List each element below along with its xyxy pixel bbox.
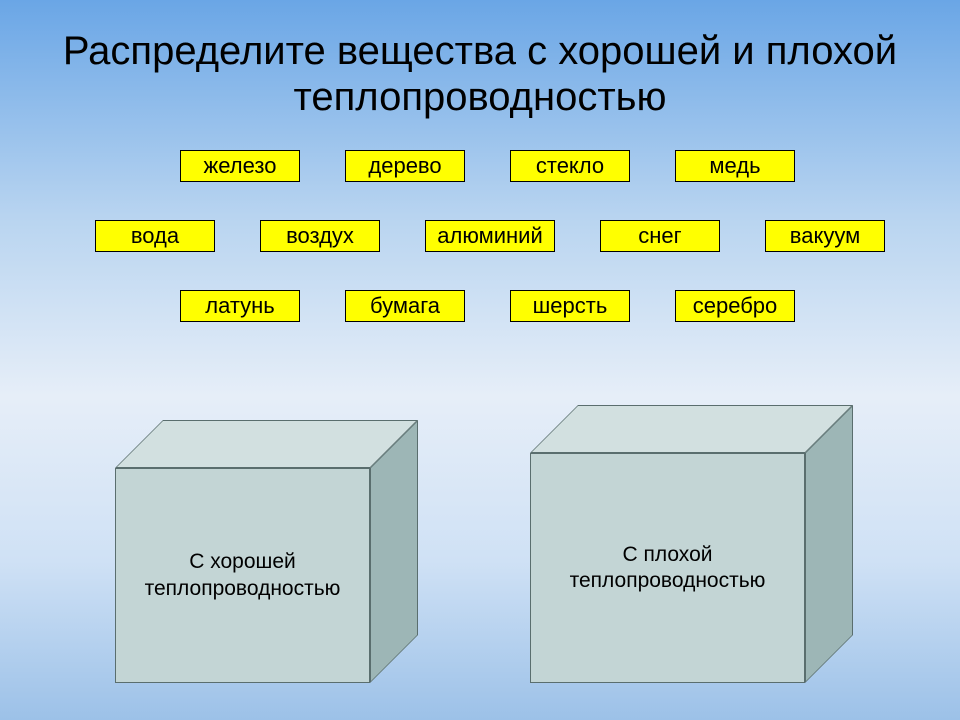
chip-air[interactable]: воздух <box>260 220 380 252</box>
cube-face-front: С плохой теплопроводностью <box>530 453 805 683</box>
cube-face-side <box>805 405 853 683</box>
cube-face-side <box>370 420 418 683</box>
cube-face-top <box>115 420 418 468</box>
chip-iron[interactable]: железо <box>180 150 300 182</box>
chip-vacuum[interactable]: вакуум <box>765 220 885 252</box>
chip-aluminum[interactable]: алюминий <box>425 220 555 252</box>
cube-good[interactable]: С хорошей теплопроводностью <box>115 420 418 683</box>
chip-paper[interactable]: бумага <box>345 290 465 322</box>
cube-label: С плохой теплопроводностью <box>541 542 794 595</box>
chip-snow[interactable]: снег <box>600 220 720 252</box>
cube-label: С хорошей теплопроводностью <box>126 549 359 602</box>
cube-face-front: С хорошей теплопроводностью <box>115 468 370 683</box>
page-title: Распределите вещества с хорошей и плохой… <box>0 28 960 120</box>
cube-bad[interactable]: С плохой теплопроводностью <box>530 405 853 683</box>
chip-wool[interactable]: шерсть <box>510 290 630 322</box>
cube-face-top <box>530 405 853 453</box>
chip-water[interactable]: вода <box>95 220 215 252</box>
cube-body: С плохой теплопроводностью <box>530 405 853 683</box>
chip-silver[interactable]: серебро <box>675 290 795 322</box>
chip-glass[interactable]: стекло <box>510 150 630 182</box>
chip-copper[interactable]: медь <box>675 150 795 182</box>
chip-wood[interactable]: дерево <box>345 150 465 182</box>
chip-brass[interactable]: латунь <box>180 290 300 322</box>
cube-body: С хорошей теплопроводностью <box>115 420 418 683</box>
